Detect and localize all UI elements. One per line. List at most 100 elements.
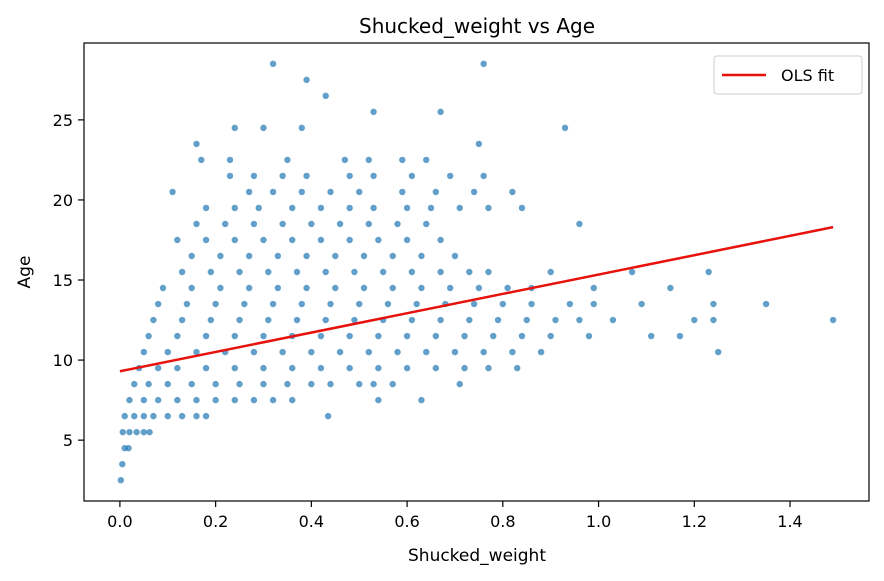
scatter-point <box>324 412 332 420</box>
scatter-point <box>231 332 238 340</box>
scatter-point <box>403 236 411 244</box>
scatter-point <box>590 284 597 292</box>
scatter-point <box>231 396 238 404</box>
scatter-point <box>269 396 277 404</box>
scatter-point <box>676 332 684 340</box>
scatter-point <box>480 172 487 180</box>
scatter-point <box>164 348 171 356</box>
scatter-point <box>332 252 339 260</box>
scatter-point <box>437 268 444 276</box>
scatter-point <box>289 236 296 244</box>
scatter-point <box>523 316 530 324</box>
scatter-point <box>154 364 162 372</box>
scatter-point <box>126 396 133 404</box>
scatter-point <box>269 60 277 68</box>
scatter-point <box>188 380 195 388</box>
scatter-point <box>389 252 396 260</box>
scatter-point <box>518 204 526 212</box>
scatter-point <box>394 220 401 228</box>
x-tick-label: 0.6 <box>394 512 419 531</box>
scatter-point <box>308 348 315 356</box>
scatter-point <box>284 156 291 164</box>
scatter-point <box>413 300 420 308</box>
scatter-point <box>490 332 497 340</box>
scatter-point <box>202 364 210 372</box>
scatter-point <box>399 156 406 164</box>
scatter-point <box>289 396 296 404</box>
y-tick-label: 15 <box>53 271 73 290</box>
scatter-point <box>174 236 181 244</box>
scatter-point <box>289 204 296 212</box>
scatter-point <box>408 316 416 324</box>
scatter-point <box>384 300 392 308</box>
scatter-point <box>121 412 128 420</box>
scatter-point <box>379 268 387 276</box>
scatter-point <box>146 428 153 436</box>
scatter-point <box>485 364 492 372</box>
scatter-point <box>260 332 267 340</box>
scatter-point <box>375 396 382 404</box>
scatter-point <box>466 316 473 324</box>
scatter-point <box>140 412 148 420</box>
scatter-point <box>446 172 454 180</box>
scatter-point <box>145 380 152 388</box>
scatter-point <box>178 268 186 276</box>
scatter-point <box>245 188 253 196</box>
scatter-point <box>451 252 459 260</box>
scatter-point <box>504 284 511 292</box>
scatter-point <box>231 124 238 132</box>
scatter-point <box>667 284 674 292</box>
scatter-point <box>360 252 368 260</box>
scatter-point <box>226 172 234 180</box>
scatter-point <box>250 396 258 404</box>
scatter-point <box>365 156 372 164</box>
scatter-point <box>710 316 717 324</box>
scatter-point <box>322 92 329 100</box>
scatter-point <box>370 108 377 116</box>
x-tick-label: 1.0 <box>586 512 611 531</box>
scatter-point <box>217 252 224 260</box>
scatter-point <box>231 236 238 244</box>
y-tick-label: 5 <box>63 431 73 450</box>
scatter-point <box>346 332 353 340</box>
scatter-point <box>174 396 181 404</box>
scatter-point <box>370 172 377 180</box>
x-tick-label: 1.2 <box>682 512 707 531</box>
y-tick-label: 25 <box>53 111 73 130</box>
scatter-point <box>691 316 698 324</box>
scatter-point <box>423 156 430 164</box>
scatter-point <box>762 300 770 308</box>
scatter-point <box>336 220 344 228</box>
scatter-point <box>269 300 277 308</box>
scatter-point <box>207 316 215 324</box>
ols-fit-layer <box>119 225 834 373</box>
scatter-point <box>437 316 444 324</box>
scatter-point <box>437 236 444 244</box>
scatter-point <box>174 364 181 372</box>
scatter-point <box>547 268 554 276</box>
scatter-point <box>423 220 430 228</box>
scatter-point <box>279 348 286 356</box>
scatter-point <box>356 188 363 196</box>
x-tick-label: 0.4 <box>299 512 324 531</box>
scatter-point <box>566 300 574 308</box>
y-tick-label: 10 <box>53 351 73 370</box>
scatter-point <box>145 332 152 340</box>
scatter-point <box>590 300 597 308</box>
scatter-point <box>236 268 243 276</box>
scatter-point <box>336 348 344 356</box>
scatter-point <box>217 284 224 292</box>
scatter-point <box>289 364 296 372</box>
scatter-point <box>365 348 372 356</box>
scatter-point <box>169 188 176 196</box>
scatter-point <box>351 268 358 276</box>
scatter-point <box>212 380 219 388</box>
scatter-point <box>274 284 282 292</box>
scatter-point <box>317 332 325 340</box>
scatter-point <box>432 332 440 340</box>
scatter-point <box>475 140 483 148</box>
scatter-point <box>260 124 267 132</box>
x-tick-label: 1.4 <box>777 512 802 531</box>
